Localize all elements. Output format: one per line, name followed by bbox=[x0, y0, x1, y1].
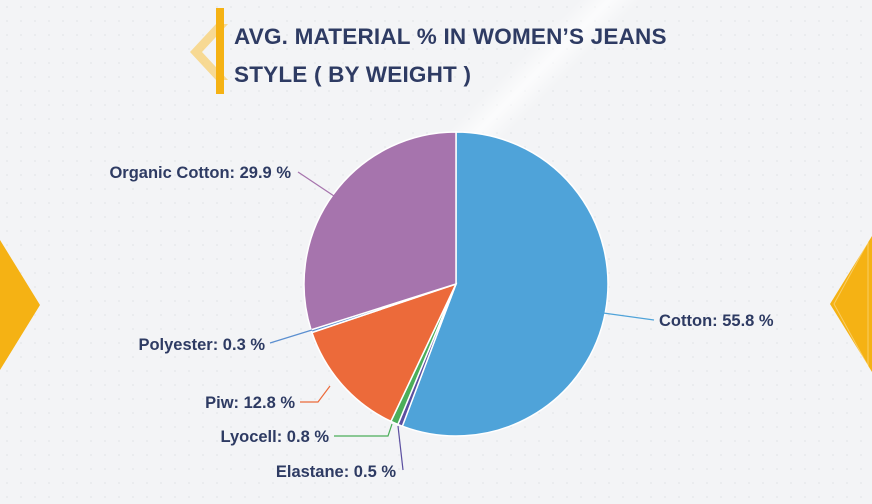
pie-slice-organic-cotton bbox=[303, 131, 457, 331]
slice-labels: Cotton: 55.8 % Elastane: 0.5 % Lyocell: 0.… bbox=[109, 164, 773, 481]
slice-label-elastane: Elastane: 0.5 % bbox=[276, 463, 396, 481]
chart-title: AVG. MATERIAL % IN WOMEN’S JEANS STYLE (… bbox=[234, 18, 704, 94]
pie-slice-piw bbox=[310, 282, 458, 423]
slice-label-lyocell: Lyocell: 0.8 % bbox=[220, 428, 329, 446]
leader-line-organic-cotton bbox=[297, 171, 335, 197]
slice-label-cotton: Cotton: 55.8 % bbox=[659, 312, 774, 330]
right-chevron-decoration bbox=[830, 236, 872, 372]
chevron-left-icon bbox=[190, 24, 228, 80]
leader-line-lyocell bbox=[334, 423, 393, 437]
leader-line-cotton bbox=[595, 311, 655, 321]
leader-line-piw bbox=[300, 385, 331, 403]
leader-line-polyester bbox=[269, 329, 313, 344]
chart-title-line-2: STYLE ( BY WEIGHT ) bbox=[234, 62, 472, 87]
left-chevron-decoration bbox=[0, 240, 40, 370]
slice-label-organic-cotton: Organic Cotton: 29.9 % bbox=[109, 164, 291, 182]
pie-slices bbox=[303, 131, 609, 437]
leader-line-elastane bbox=[397, 425, 404, 471]
title-block: AVG. MATERIAL % IN WOMEN’S JEANS STYLE (… bbox=[186, 8, 706, 98]
pie-slice-cotton bbox=[401, 131, 609, 437]
slice-label-piw: Piw: 12.8 % bbox=[205, 394, 295, 412]
chart-title-line-1: AVG. MATERIAL % IN WOMEN’S JEANS bbox=[234, 24, 667, 49]
leader-lines bbox=[269, 171, 655, 471]
slice-label-polyester: Polyester: 0.3 % bbox=[138, 336, 265, 354]
title-accent-bar bbox=[216, 8, 224, 94]
